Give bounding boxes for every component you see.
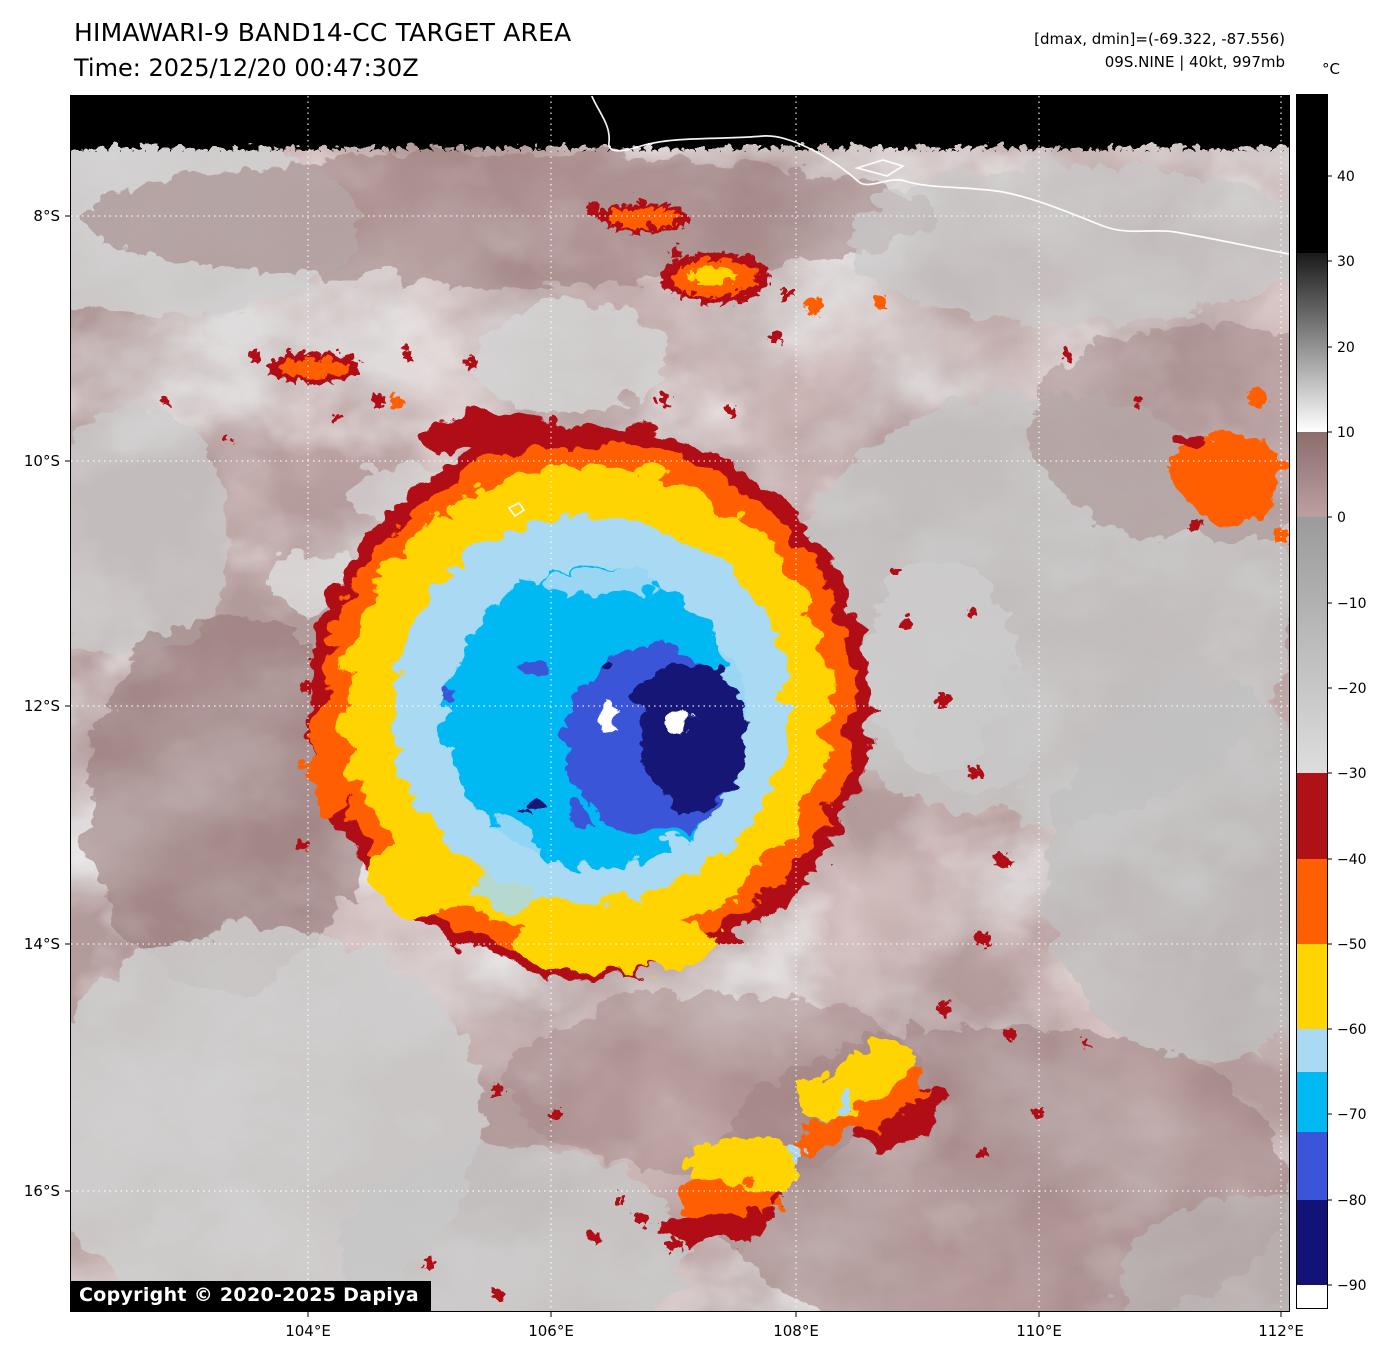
lat-tick-label: 12°S xyxy=(24,697,60,715)
colorbar-tick-label: 20 xyxy=(1337,340,1355,356)
colorbar-tick-label: −90 xyxy=(1337,1278,1367,1294)
cyclone-cold-cloud-shield xyxy=(301,406,865,970)
island-outline xyxy=(853,159,906,177)
cdo-warm-eye-spot xyxy=(656,699,686,729)
dmax-dmin-readout: [dmax, dmin]=(-69.322, -87.556) xyxy=(1034,30,1285,48)
colorbar-tick-label: −60 xyxy=(1337,1022,1367,1038)
colorbar-segments xyxy=(1297,95,1327,1308)
satellite-image-svg: 104°E 106°E 108°E 110°E 112°E 8°S 10°S 1… xyxy=(24,96,1304,1340)
coastline xyxy=(507,96,1289,518)
cdo-core-navy xyxy=(629,654,737,802)
axis-ticks-and-labels: 104°E 106°E 108°E 110°E 112°E 8°S 10°S 1… xyxy=(24,207,1304,1340)
southeast-convective-band xyxy=(655,1035,943,1236)
convection-east xyxy=(1165,422,1281,514)
islet-outline xyxy=(507,501,526,518)
colorbar-tick-label: −70 xyxy=(1337,1107,1367,1123)
lat-tick-label: 14°S xyxy=(24,935,60,953)
colorbar-tick-label: −80 xyxy=(1337,1193,1367,1209)
lon-tick-label: 104°E xyxy=(285,1322,331,1340)
scan-edge-black-strip xyxy=(71,96,1289,144)
colorbar-tick-label: −20 xyxy=(1337,681,1367,697)
colorbar-tick-label: −50 xyxy=(1337,937,1367,953)
colorbar-tick-marks xyxy=(1327,175,1332,1286)
gridlines xyxy=(71,96,1289,1311)
colorbar-tick-label: 40 xyxy=(1337,169,1355,185)
lon-tick-label: 112°E xyxy=(1258,1322,1304,1340)
colorbar-tick-labels: 40 30 20 10 0 −10 −20 −30 −40 −50 −60 −7… xyxy=(1337,169,1367,1294)
figure-title: HIMAWARI-9 BAND14-CC TARGET AREA xyxy=(74,18,572,47)
lat-tick-label: 16°S xyxy=(24,1182,60,1200)
copyright-badge: Copyright © 2020-2025 Dapiya xyxy=(71,1281,431,1311)
colorbar-tick-label: 30 xyxy=(1337,254,1355,270)
convection-west xyxy=(159,344,472,441)
colorbar: 40 30 20 10 0 −10 −20 −30 −40 −50 −60 −7… xyxy=(1296,94,1367,1309)
lat-tick-label: 10°S xyxy=(24,452,60,470)
lon-tick-label: 106°E xyxy=(528,1322,574,1340)
scattered-cold-pixels xyxy=(291,348,1287,1296)
colorbar-tick-label: −30 xyxy=(1337,766,1367,782)
figure-time: Time: 2025/12/20 00:47:30Z xyxy=(74,54,419,82)
axis-tick-marks xyxy=(65,215,1282,1317)
colorbar-tick-label: 10 xyxy=(1337,425,1355,441)
colorbar-tick-label: −40 xyxy=(1337,852,1367,868)
storm-info: 09S.NINE | 40kt, 997mb xyxy=(1104,53,1285,71)
satellite-map: 104°E 106°E 108°E 110°E 112°E 8°S 10°S 1… xyxy=(24,95,1304,1340)
figure-header: HIMAWARI-9 BAND14-CC TARGET AREA Time: 2… xyxy=(74,18,571,82)
lon-tick-label: 110°E xyxy=(1016,1322,1062,1340)
annotations: [dmax, dmin]=(-69.322, -87.556) 09S.NINE… xyxy=(1034,28,1285,74)
colorbar-unit-label: °C xyxy=(1322,60,1340,78)
colorbar-tick-label: 0 xyxy=(1337,510,1346,526)
colorbar-svg: 40 30 20 10 0 −10 −20 −30 −40 −50 −60 −7… xyxy=(1297,95,1367,1308)
cdo-warm-eye-spot xyxy=(591,696,617,722)
lat-tick-label: 8°S xyxy=(33,207,60,225)
colorbar-tick-label: −10 xyxy=(1337,596,1367,612)
convection-north xyxy=(584,197,884,413)
lon-tick-label: 108°E xyxy=(773,1322,819,1340)
